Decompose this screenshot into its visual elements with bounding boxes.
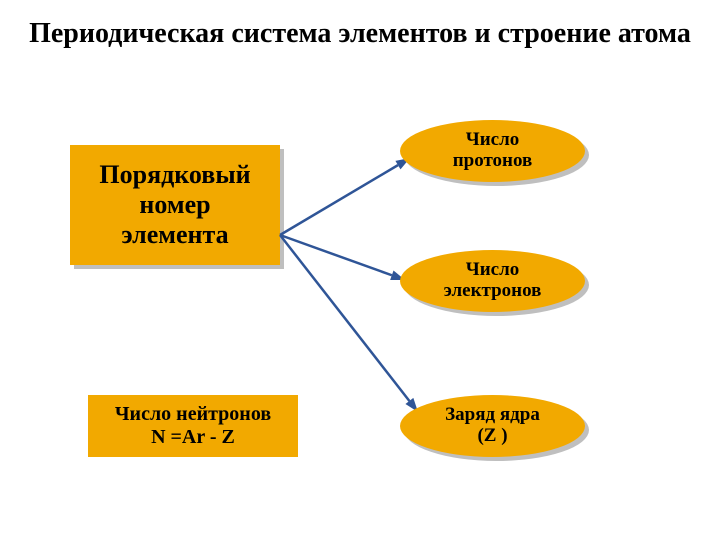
source-box: Порядковый номер элемента xyxy=(70,145,280,265)
neutron-box: Число нейтронов N =Ar - Z xyxy=(88,395,298,457)
ellipse-charge: Заряд ядра (Z ) xyxy=(400,395,585,457)
diagram-stage: Периодическая система элементов и строен… xyxy=(0,0,720,540)
ellipse-electrons: Число электронов xyxy=(400,250,585,312)
arrow-line-1 xyxy=(280,235,392,275)
page-title: Периодическая система элементов и строен… xyxy=(0,18,720,50)
arrow-line-2 xyxy=(280,235,409,401)
arrows-layer xyxy=(0,0,720,540)
ellipse-protons: Число протонов xyxy=(400,120,585,182)
arrow-line-0 xyxy=(280,165,398,235)
